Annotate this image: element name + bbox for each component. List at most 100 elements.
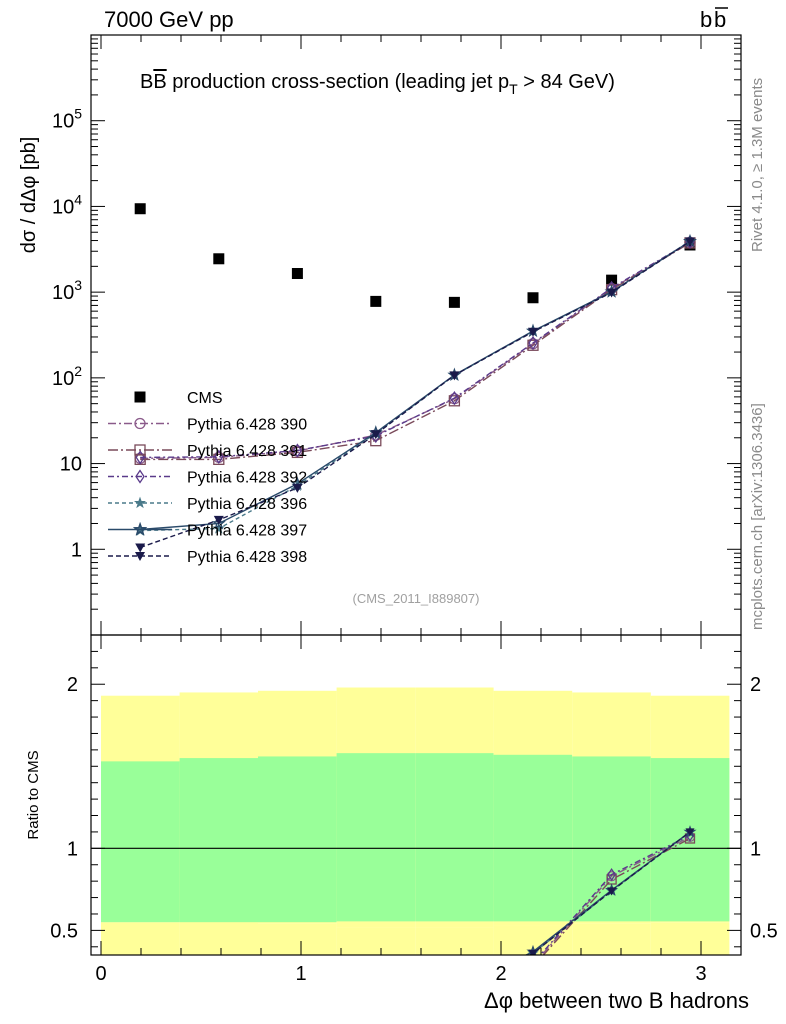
main-frame xyxy=(90,34,742,636)
ratio-y-tick-label: 0.5 xyxy=(50,920,78,942)
ratio-band-yellow-low xyxy=(650,922,730,955)
data-point xyxy=(527,339,539,351)
ratio-y-tick-label: 1 xyxy=(67,838,78,860)
legend-label: Pythia 6.428 396 xyxy=(187,496,307,513)
series-line xyxy=(140,242,691,461)
main-series xyxy=(133,203,698,553)
data-point xyxy=(528,327,538,337)
data-point xyxy=(292,443,303,458)
legend-marker xyxy=(135,469,145,484)
data-point xyxy=(214,449,224,464)
data-point xyxy=(685,237,695,247)
legend: CMS Pythia 6.428 390 Pythia 6.428 391 Pythi… xyxy=(108,390,307,566)
data-point xyxy=(606,274,618,286)
ratio-band-yellow-low xyxy=(415,927,494,955)
ratio-y-tick-label-right: 2 xyxy=(750,674,761,696)
legend-entry: Pythia 6.428 392 xyxy=(108,469,307,487)
ratio-band-green xyxy=(493,754,573,922)
data-point xyxy=(370,430,381,440)
data-point xyxy=(134,203,146,215)
ratio-band-yellow-low xyxy=(101,922,180,955)
ratio-frame xyxy=(90,634,742,956)
legend-entry: CMS xyxy=(134,390,223,407)
ratio-band-green xyxy=(572,756,651,922)
ratio-line xyxy=(539,834,691,955)
main-ticks xyxy=(91,34,741,636)
legend-label: Pythia 6.428 390 xyxy=(187,417,307,434)
ratio-band-green xyxy=(258,756,337,923)
ratio-line xyxy=(524,831,691,955)
x-axis-label: Δφ between two B hadrons xyxy=(484,988,749,1013)
main-y-tick-label: 103 xyxy=(52,277,82,304)
ratio-point xyxy=(528,949,538,955)
series-pythia-6-428-398 xyxy=(135,237,695,553)
data-point xyxy=(527,292,539,304)
header-right-b1: b xyxy=(700,7,712,32)
main-y-axis-label: dσ / dΔφ [pb] xyxy=(18,137,40,254)
data-point xyxy=(213,253,225,265)
ratio-point xyxy=(607,868,616,882)
data-point xyxy=(370,295,382,307)
ratio-panel: 0 1 2 3 0.5 0.5 1 1 2 2 Ratio to CMS Δφ between t… xyxy=(25,634,778,1013)
ratio-point xyxy=(607,887,617,896)
legend-label: Pythia 6.428 392 xyxy=(187,470,307,487)
x-tick-label: 0 xyxy=(95,963,106,985)
legend-entry: Pythia 6.428 398 xyxy=(108,549,307,566)
ratio-tick-labels: 0 1 2 3 0.5 0.5 1 1 2 2 xyxy=(50,674,778,985)
ratio-series xyxy=(524,825,697,955)
ratio-line xyxy=(540,836,691,955)
header-right: b b xyxy=(700,7,728,32)
main-y-tick-label: 1 xyxy=(71,539,82,561)
ratio-y-tick-label: 2 xyxy=(67,674,78,696)
legend-entry: Pythia 6.428 397 xyxy=(108,522,307,540)
ratio-band-yellow-low xyxy=(572,923,651,955)
ratio-pythia-6-428-398 xyxy=(527,828,695,955)
data-point xyxy=(135,543,146,553)
data-point xyxy=(606,288,617,298)
data-point xyxy=(212,522,225,534)
legend-marker xyxy=(132,522,148,536)
legend-label: Pythia 6.428 391 xyxy=(187,443,307,460)
data-point xyxy=(292,483,303,493)
legend-label: Pythia 6.428 398 xyxy=(187,549,307,566)
data-point xyxy=(528,335,538,351)
ratio-y-tick-label-right: 0.5 xyxy=(750,920,778,942)
legend-label: CMS xyxy=(187,390,223,407)
ratio-bands xyxy=(101,687,730,955)
ratio-band-yellow-low xyxy=(336,927,416,955)
data-point xyxy=(291,268,303,280)
legend-marker xyxy=(134,444,146,456)
data-point xyxy=(449,371,460,381)
ratio-band-green xyxy=(415,753,494,922)
legend-marker xyxy=(134,391,146,403)
legend-entry: Pythia 6.428 391 xyxy=(108,443,307,460)
side-label-rivet: Rivet 4.1.0, ≥ 1.3M events xyxy=(749,78,766,252)
ratio-band-yellow-low xyxy=(258,923,337,955)
legend-marker xyxy=(133,496,147,509)
ratio-y-tick-label-right: 1 xyxy=(750,838,761,860)
legend-entry: Pythia 6.428 390 xyxy=(108,417,307,434)
legend-marker xyxy=(134,417,146,430)
legend-marker xyxy=(135,552,145,561)
legend-label: Pythia 6.428 397 xyxy=(187,523,307,540)
data-point xyxy=(213,515,224,525)
x-tick-label: 2 xyxy=(495,963,506,985)
data-point xyxy=(213,453,225,466)
ratio-y-axis-label: Ratio to CMS xyxy=(25,750,42,839)
data-point xyxy=(449,390,460,406)
ratio-series-group xyxy=(524,825,697,955)
ratio-ticks xyxy=(91,635,741,955)
data-point xyxy=(211,516,226,530)
main-y-tick-label: 104 xyxy=(52,191,82,218)
main-y-tick-label: 102 xyxy=(52,363,82,390)
x-tick-label: 1 xyxy=(295,963,306,985)
series-line xyxy=(139,240,691,549)
ratio-band-green xyxy=(179,758,258,923)
ratio-band-green xyxy=(336,753,416,922)
header-left: 7000 GeV pp xyxy=(104,7,234,32)
ratio-point xyxy=(685,828,695,837)
main-title: BB production cross-section (leading jet… xyxy=(140,71,615,97)
data-point xyxy=(448,296,460,308)
